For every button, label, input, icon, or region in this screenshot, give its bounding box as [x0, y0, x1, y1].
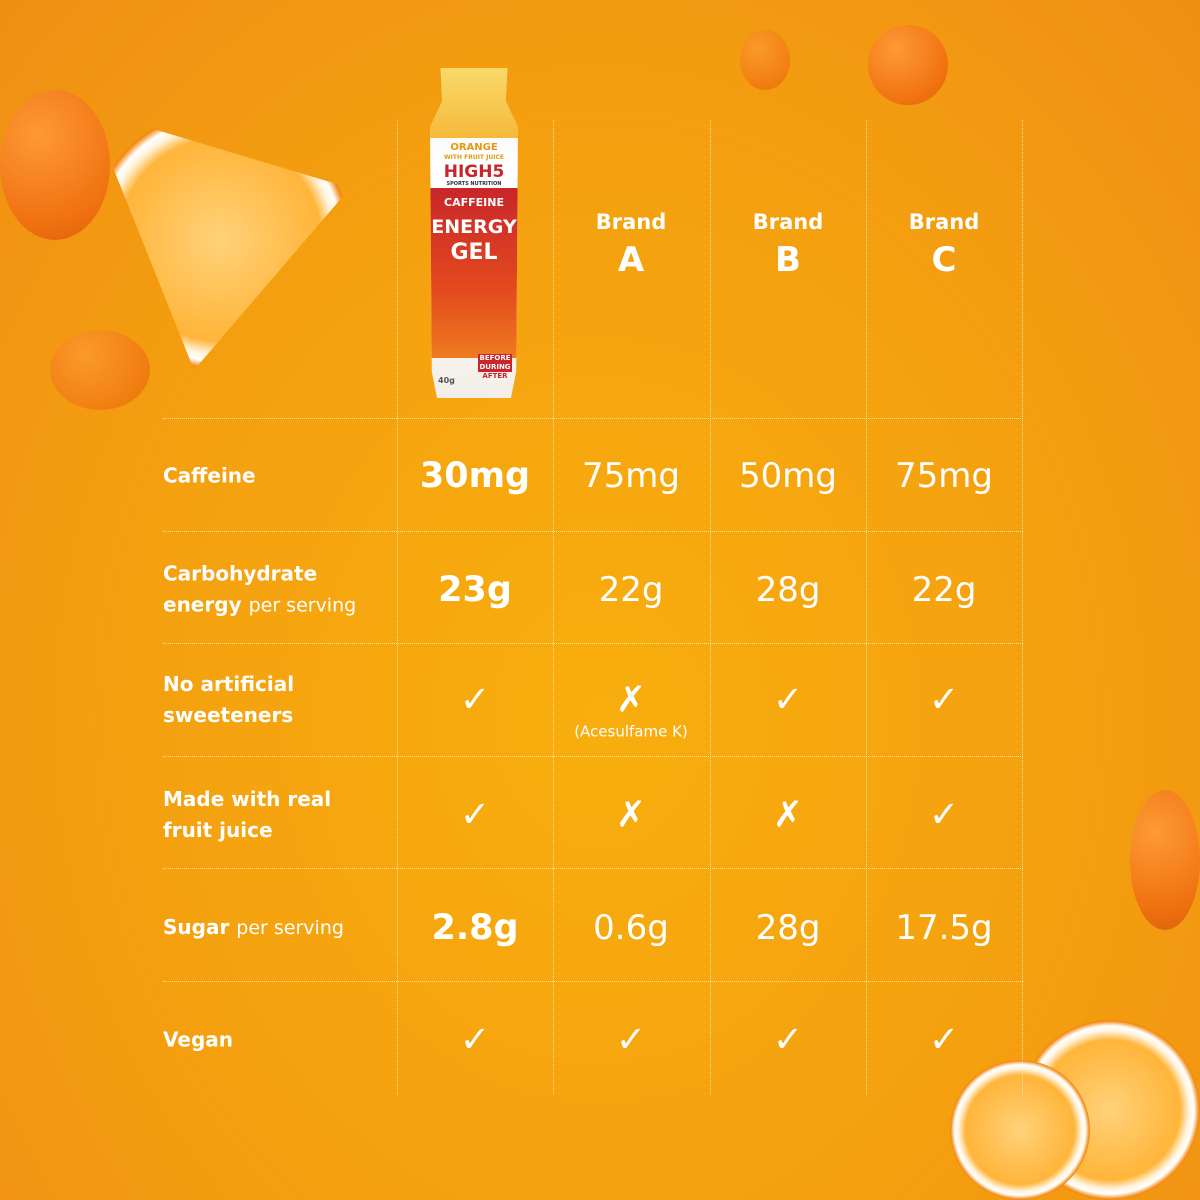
cell-value: 0.6g: [593, 908, 669, 948]
column-header-brand-a: Brand A: [595, 210, 667, 280]
value-cell: 0.6g: [553, 908, 709, 948]
decor-juice-drop: [0, 90, 110, 240]
cell-value: ✓: [615, 1019, 647, 1061]
cell-note: (Acesulfame K): [574, 722, 688, 741]
cell-value: ✓: [772, 679, 804, 721]
cell-value: ✓: [928, 1019, 960, 1061]
value-cell: 17.5g: [866, 908, 1022, 948]
check-icon: ✓: [866, 680, 1022, 721]
gel-timing-before: BEFORE: [478, 354, 512, 363]
row-divider: [163, 531, 1023, 532]
column-header-brand-c: Brand C: [908, 210, 980, 280]
value-cell: 2.8g: [397, 908, 553, 948]
gel-flavour: ORANGE: [450, 142, 498, 153]
product-gel-image: ORANGE WITH FRUIT JUICE HIGH5 SPORTS NUT…: [430, 68, 518, 398]
cell-value: 28g: [755, 570, 821, 610]
check-icon: ✓: [866, 1020, 1022, 1061]
gel-brand-sub: SPORTS NUTRITION: [446, 181, 502, 187]
check-icon: ✓: [553, 1020, 709, 1061]
column-divider: [397, 120, 398, 1095]
row-label: Caffeine: [163, 461, 256, 492]
check-icon: ✓: [397, 680, 553, 721]
column-divider: [1022, 120, 1023, 1095]
row-label: Sugar per serving: [163, 912, 344, 944]
cell-value: 22g: [598, 570, 664, 610]
cell-value: 22g: [911, 570, 977, 610]
row-divider: [163, 643, 1023, 644]
value-cell: 23g: [397, 570, 553, 610]
gel-gel: GEL: [450, 240, 498, 265]
value-cell: 75mg: [866, 456, 1022, 496]
gel-timing: BEFORE DURING AFTER: [478, 354, 512, 381]
row-label: Vegan: [163, 1025, 233, 1056]
cell-value: ✗: [615, 679, 647, 721]
cell-value: 28g: [755, 908, 821, 948]
decor-juice-drop: [1130, 790, 1200, 930]
cell-value: ✓: [772, 1019, 804, 1061]
row-label-bold: Caffeine: [163, 463, 256, 488]
cell-value: 17.5g: [895, 908, 993, 948]
row-label: Carbohydrate energy per serving: [163, 559, 383, 622]
gel-timing-during: DURING: [478, 363, 512, 372]
cell-value: 75mg: [895, 456, 993, 496]
value-cell: 28g: [710, 908, 866, 948]
value-cell: 30mg: [397, 456, 553, 496]
cell-value: ✓: [459, 679, 491, 721]
row-label-bold: Made with real fruit juice: [163, 787, 332, 842]
row-label-bold: Vegan: [163, 1027, 233, 1052]
cross-icon: ✗ (Acesulfame K): [553, 680, 709, 741]
cell-value: 50mg: [739, 456, 837, 496]
column-divider: [866, 120, 867, 1095]
orange-slice-image: [930, 1010, 1200, 1200]
value-cell: 28g: [710, 570, 866, 610]
row-divider: [163, 868, 1023, 869]
check-icon: ✓: [397, 1020, 553, 1061]
row-label: Made with real fruit juice: [163, 784, 363, 846]
cell-value: ✗: [772, 794, 804, 836]
cross-icon: ✗: [553, 795, 709, 836]
gel-caffeine: CAFFEINE: [444, 196, 504, 209]
check-icon: ✓: [710, 680, 866, 721]
cell-value: ✓: [928, 679, 960, 721]
value-cell: 22g: [553, 570, 709, 610]
cell-value: 2.8g: [431, 908, 519, 948]
row-label-qualifier: per serving: [236, 917, 344, 939]
row-divider: [163, 981, 1023, 982]
orange-slice-image: [90, 110, 350, 370]
row-label-qualifier: per serving: [248, 594, 357, 617]
row-label-bold: Carbohydrate energy: [163, 561, 318, 617]
cell-value: ✓: [459, 1019, 491, 1061]
gel-energy: ENERGY: [431, 216, 517, 238]
gel-weight: 40g: [438, 376, 455, 385]
row-label-bold: Sugar: [163, 915, 230, 939]
value-cell: 50mg: [710, 456, 866, 496]
row-divider: [163, 756, 1023, 757]
column-divider: [710, 120, 711, 1095]
decor-juice-drop: [740, 30, 790, 90]
row-divider: [163, 418, 1023, 419]
cell-value: 30mg: [419, 456, 531, 496]
decor-juice-drop: [50, 330, 150, 410]
check-icon: ✓: [866, 795, 1022, 836]
check-icon: ✓: [397, 795, 553, 836]
cross-icon: ✗: [710, 795, 866, 836]
cell-value: ✗: [615, 794, 647, 836]
decor-juice-drop: [868, 25, 948, 105]
gel-flavour-sub: WITH FRUIT JUICE: [444, 154, 504, 161]
row-label: No artificial sweeteners: [163, 669, 333, 731]
column-divider: [553, 120, 554, 1095]
cell-value: ✓: [928, 794, 960, 836]
value-cell: 75mg: [553, 456, 709, 496]
check-icon: ✓: [710, 1020, 866, 1061]
value-cell: 22g: [866, 570, 1022, 610]
cell-value: ✓: [459, 794, 491, 836]
gel-logo: HIGH5: [443, 162, 505, 182]
gel-timing-after: AFTER: [482, 372, 508, 380]
cell-value: 23g: [438, 570, 512, 610]
row-label-bold: No artificial sweeteners: [163, 672, 295, 727]
cell-value: 75mg: [582, 456, 680, 496]
column-header-brand-b: Brand B: [752, 210, 824, 280]
